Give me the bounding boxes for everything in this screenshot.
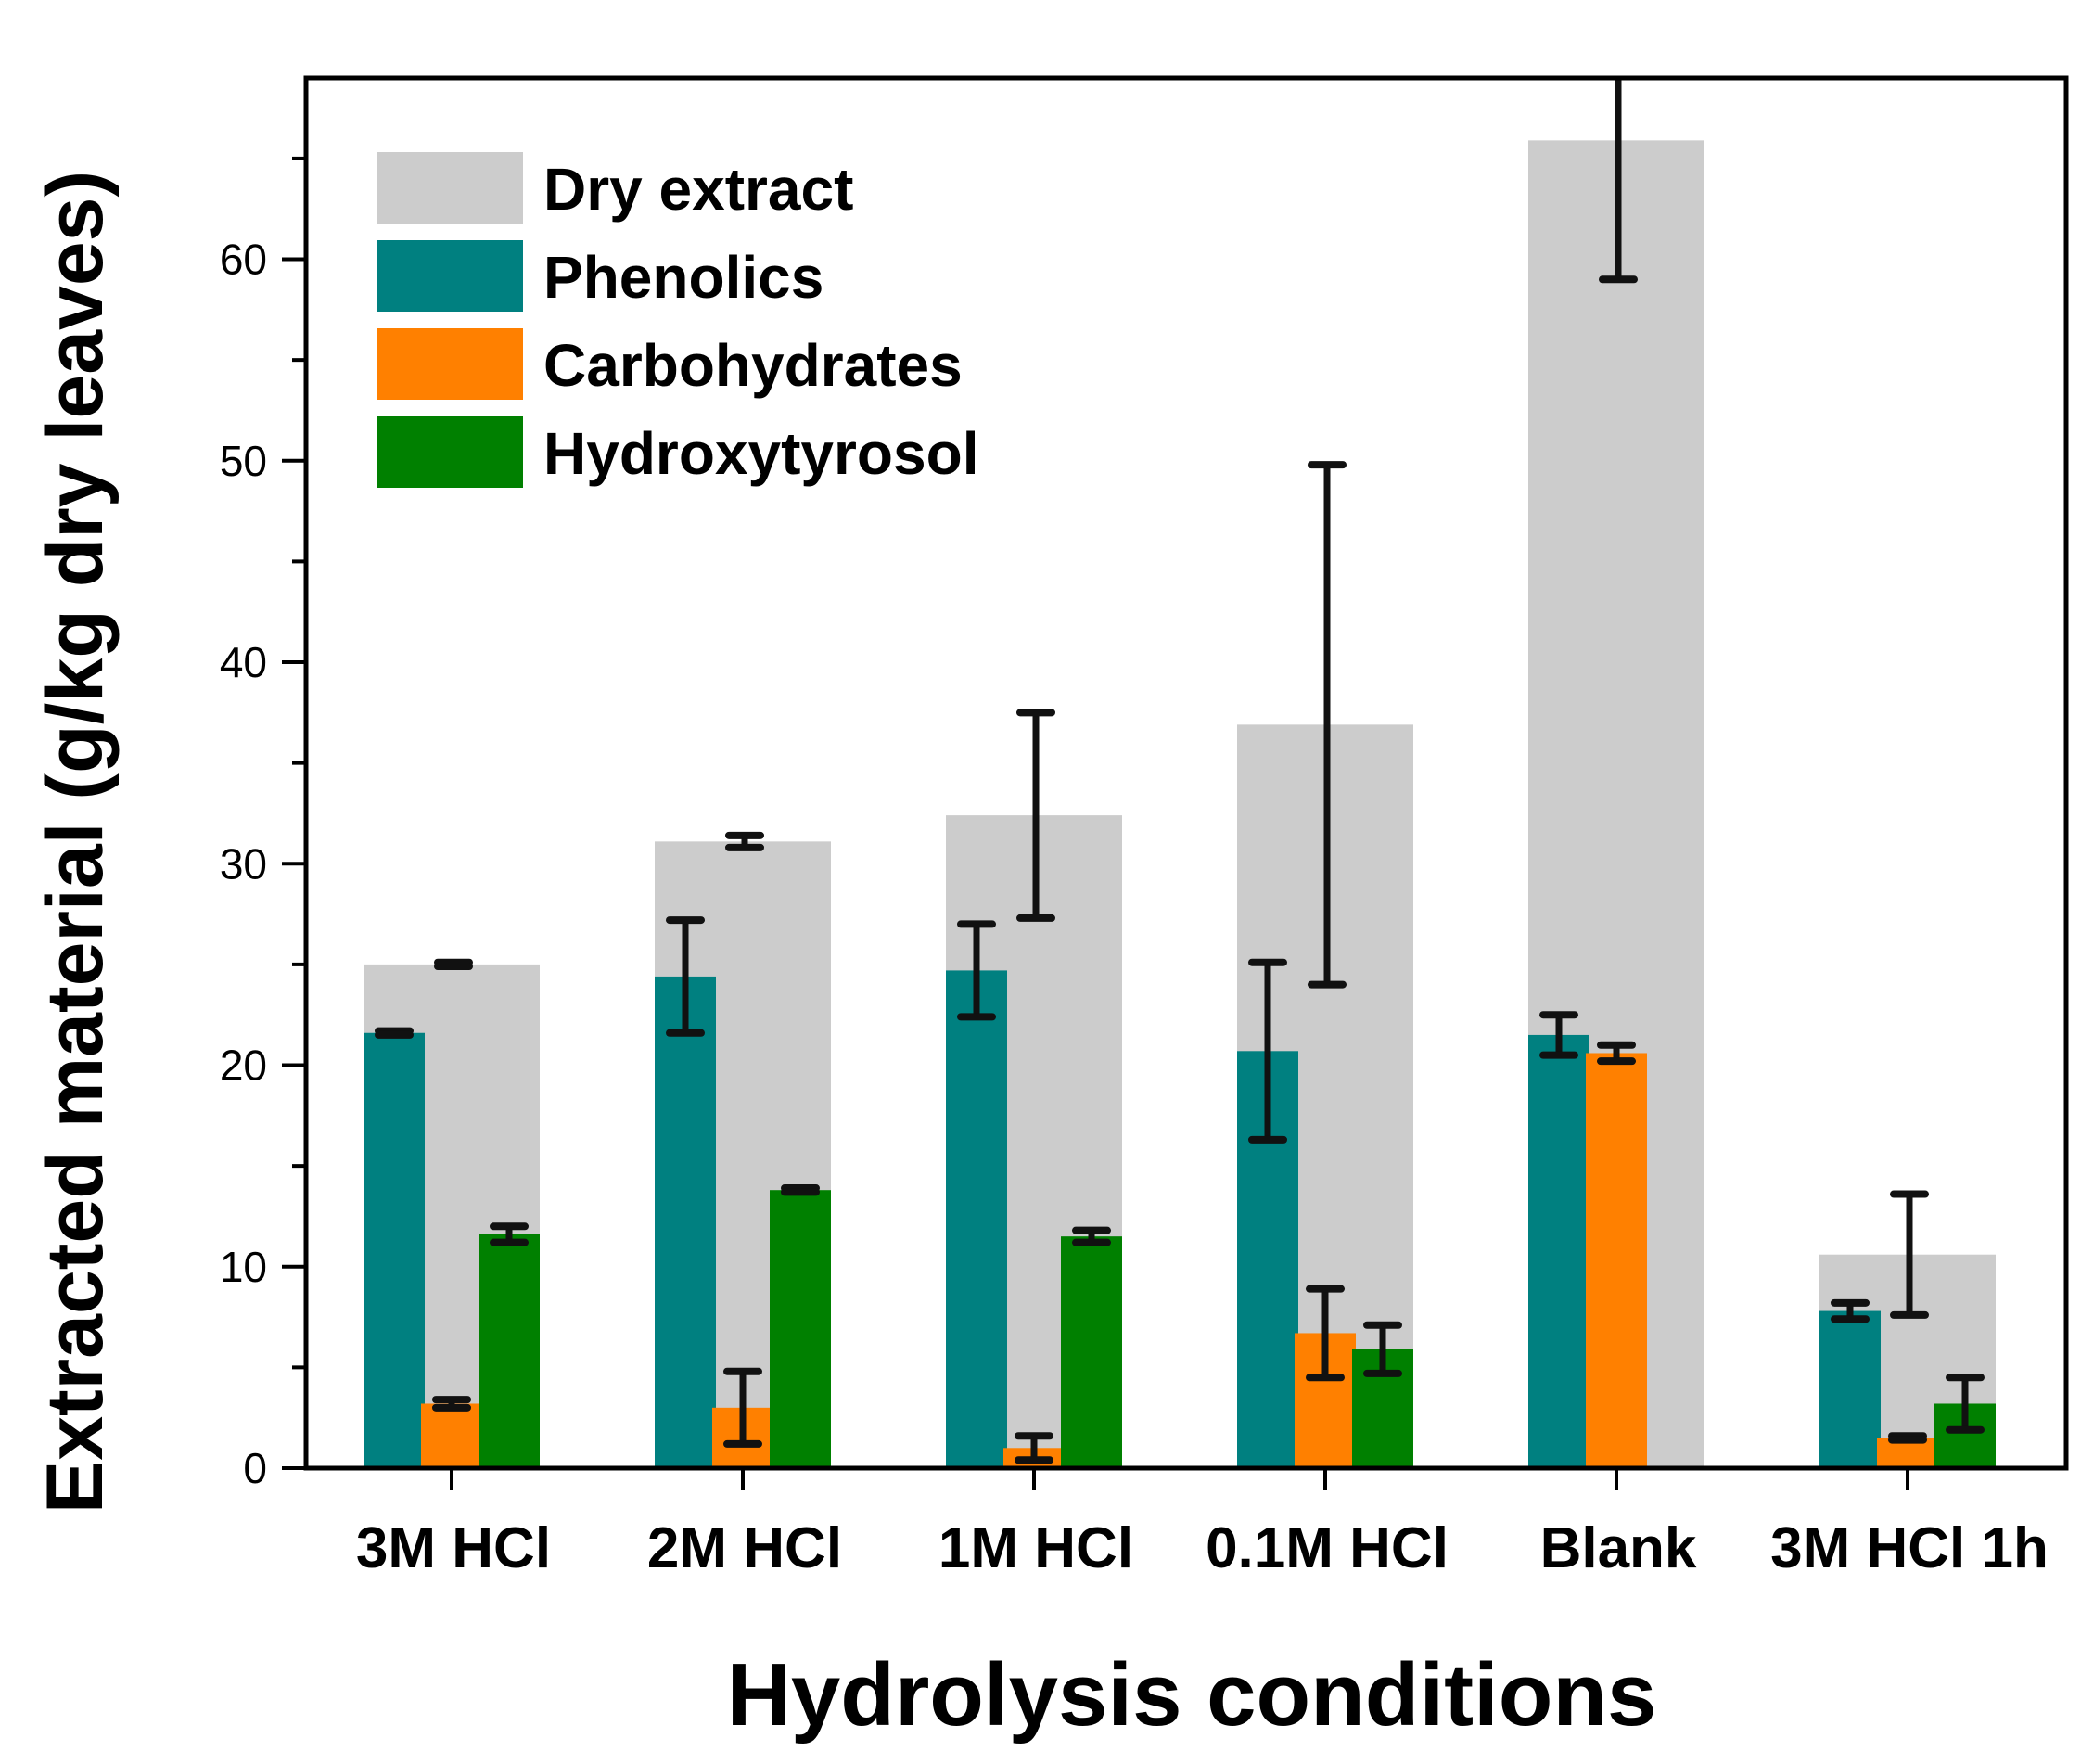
legend-label-dry-extract: Dry extract: [543, 156, 853, 223]
legend-swatch-dry-extract: [377, 152, 523, 224]
y-tick-label-10: 10: [220, 1243, 267, 1291]
x-tick-label-blank: Blank: [1540, 1516, 1697, 1580]
bar-hydroxytyrosol-3m-hcl: [479, 1234, 540, 1468]
bar-phenolics-3m-hcl-1h: [1819, 1310, 1881, 1468]
error-bar-hydroxytyrosol-1m-hcl: [1072, 1226, 1111, 1246]
error-bar-dry-extract-1m-hcl: [1016, 709, 1055, 922]
component-bars-layer: [364, 970, 1996, 1468]
error-bar-dry-extract-blank: [1599, 78, 1638, 284]
error-bar-hydroxytyrosol-2m-hcl: [781, 1184, 820, 1196]
error-bar-dry-extract-0-1m-hcl: [1308, 461, 1347, 989]
error-bar-dry-extract-3m-hcl: [434, 958, 473, 971]
bar-hydroxytyrosol-2m-hcl: [770, 1190, 831, 1468]
plot-frame: [303, 75, 2069, 1471]
legend-swatch-hydroxytyrosol: [377, 416, 523, 488]
y-axis-title: Extracted material (g/kg dry leaves): [31, 171, 120, 1514]
x-tick-label-1m-hcl: 1M HCl: [938, 1516, 1133, 1580]
x-tick-label-0-1m-hcl: 0.1M HCl: [1206, 1516, 1449, 1580]
axes: 0 10 20 30 40 50 60 3M HCl 2M HCl 1M HCl 0.1M HCl B…: [220, 75, 2069, 1580]
error-bar-dry-extract-2m-hcl: [725, 831, 764, 851]
error-bar-carbohydrates-3m-hcl: [432, 1396, 471, 1412]
error-bars-layer: [375, 78, 1985, 1464]
error-bar-hydroxytyrosol-0-1m-hcl: [1363, 1321, 1402, 1377]
error-bar-carbohydrates-1m-hcl: [1015, 1432, 1053, 1464]
bar-phenolics-1m-hcl: [946, 970, 1007, 1468]
error-bar-phenolics-blank: [1539, 1011, 1578, 1059]
error-bar-carbohydrates-blank: [1597, 1041, 1636, 1066]
x-tick-label-2m-hcl: 2M HCl: [647, 1516, 842, 1580]
legend-swatch-carbohydrates: [377, 328, 523, 400]
error-bar-carbohydrates-2m-hcl: [723, 1367, 762, 1448]
x-axis-title: Hydrolysis conditions: [727, 1645, 1657, 1745]
bar-phenolics-3m-hcl: [364, 1032, 425, 1468]
y-tick-label-60: 60: [220, 236, 267, 284]
legend-swatch-phenolics: [377, 240, 523, 312]
error-bar-carbohydrates-0-1m-hcl: [1306, 1285, 1345, 1382]
legend-label-phenolics: Phenolics: [543, 244, 823, 311]
error-bar-phenolics-2m-hcl: [666, 916, 705, 1037]
y-tick-label-30: 30: [220, 839, 267, 888]
y-tick-label-50: 50: [220, 437, 267, 485]
y-tick-label-0: 0: [243, 1444, 267, 1492]
error-bar-phenolics-0-1m-hcl: [1248, 958, 1287, 1144]
legend-label-hydroxytyrosol: Hydroxytyrosol: [543, 420, 978, 487]
legend: Dry extract Phenolics Carbohydrates Hydroxy…: [377, 152, 978, 488]
error-bar-hydroxytyrosol-3m-hcl: [490, 1222, 529, 1246]
bar-carbohydrates-3m-hcl: [421, 1403, 482, 1468]
error-bar-phenolics-3m-hcl: [375, 1027, 414, 1039]
error-bar-hydroxytyrosol-3m-hcl-1h: [1946, 1374, 1985, 1434]
error-bar-phenolics-1m-hcl: [957, 920, 996, 1021]
bar-phenolics-2m-hcl: [655, 976, 716, 1468]
error-bar-phenolics-3m-hcl-1h: [1831, 1298, 1870, 1323]
x-tick-label-3m-hcl-1h: 3M HCl 1h: [1770, 1516, 2049, 1580]
y-tick-label-40: 40: [220, 638, 267, 686]
legend-label-carbohydrates: Carbohydrates: [543, 332, 963, 399]
error-bar-carbohydrates-3m-hcl-1h: [1888, 1432, 1927, 1444]
bar-carbohydrates-blank: [1586, 1053, 1647, 1468]
error-bar-dry-extract-3m-hcl-1h: [1890, 1190, 1929, 1319]
bar-hydroxytyrosol-1m-hcl: [1061, 1236, 1122, 1468]
bar-phenolics-blank: [1528, 1034, 1589, 1468]
x-tick-label-3m-hcl: 3M HCl: [356, 1516, 551, 1580]
y-tick-label-20: 20: [220, 1042, 267, 1090]
